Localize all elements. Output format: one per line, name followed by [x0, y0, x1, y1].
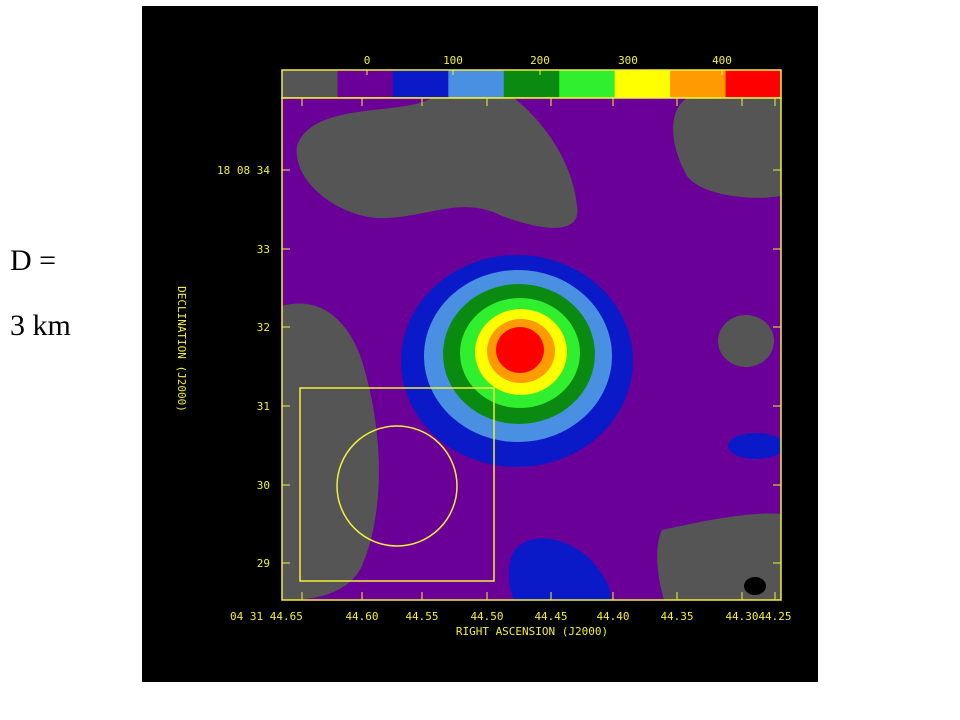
- y-axis-label: DECLINATION (J2000): [175, 286, 188, 412]
- y-tick-label: 31: [257, 400, 270, 413]
- source-contours: [401, 255, 633, 467]
- x-tick-label: 44.30: [725, 610, 758, 623]
- overlay-circle: [336, 425, 458, 547]
- side-annotation-line2: 3 km: [10, 309, 71, 342]
- x-tick-label: 44.40: [596, 610, 629, 623]
- colorbar-segment: [337, 70, 394, 98]
- x-tick-label: 44.60: [345, 610, 378, 623]
- colorbar-tick-label: 0: [364, 54, 371, 67]
- positive-region-bottom: [508, 538, 612, 600]
- y-tick-label: 18 08 34: [217, 164, 270, 177]
- colorbar-segment: [614, 70, 671, 98]
- x-tick-label: 44.35: [660, 610, 693, 623]
- axis-ticks: 04 31 44.65 44.60 44.55 44.50 44.45 44.40 44.3…: [217, 98, 792, 623]
- colorbar-segment: [670, 70, 727, 98]
- x-tick-label: 44.55: [405, 610, 438, 623]
- negative-region-small-right: [718, 315, 774, 367]
- y-tick-label: 29: [257, 557, 270, 570]
- x-tick-label: 44.45: [534, 610, 567, 623]
- colorbar-segment: [725, 70, 782, 98]
- contour-level: [496, 327, 544, 373]
- colorbar: 0 100 200 300 400: [281, 54, 782, 99]
- negative-region-top: [296, 98, 578, 228]
- positive-region-small-right: [728, 433, 781, 459]
- colorbar-tick-label: 400: [712, 54, 732, 67]
- colorbar-tick-label: 300: [618, 54, 638, 67]
- plot-frame: [281, 97, 782, 601]
- colorbar-segment: [392, 70, 449, 98]
- overlay-square-box: [299, 387, 495, 582]
- negative-region-top-right: [673, 98, 781, 198]
- contour-plot-panel: 0 100 200 300 400 04 31 44.65 44.60 44.55 44.50…: [142, 6, 818, 682]
- colorbar-segment: [503, 70, 560, 98]
- colorbar-tick-label: 100: [443, 54, 463, 67]
- colorbar-segment: [448, 70, 505, 98]
- colorbar-segment: [559, 70, 616, 98]
- y-tick-label: 32: [257, 321, 270, 334]
- y-tick-label: 33: [257, 243, 270, 256]
- side-annotation-line1: D =: [10, 244, 57, 277]
- negative-region-left: [282, 303, 379, 600]
- x-tick-label: 44.50: [470, 610, 503, 623]
- colorbar-tick-label: 200: [530, 54, 550, 67]
- x-axis-label: RIGHT ASCENSION (J2000): [456, 625, 608, 638]
- contour-plot: 0 100 200 300 400 04 31 44.65 44.60 44.55 44.50…: [175, 54, 792, 638]
- beam-ellipse: [744, 577, 766, 595]
- x-tick-label: 04 31 44.65: [230, 610, 303, 623]
- colorbar-segment: [282, 70, 338, 98]
- y-tick-label: 30: [257, 479, 270, 492]
- x-tick-label: 44.25: [758, 610, 791, 623]
